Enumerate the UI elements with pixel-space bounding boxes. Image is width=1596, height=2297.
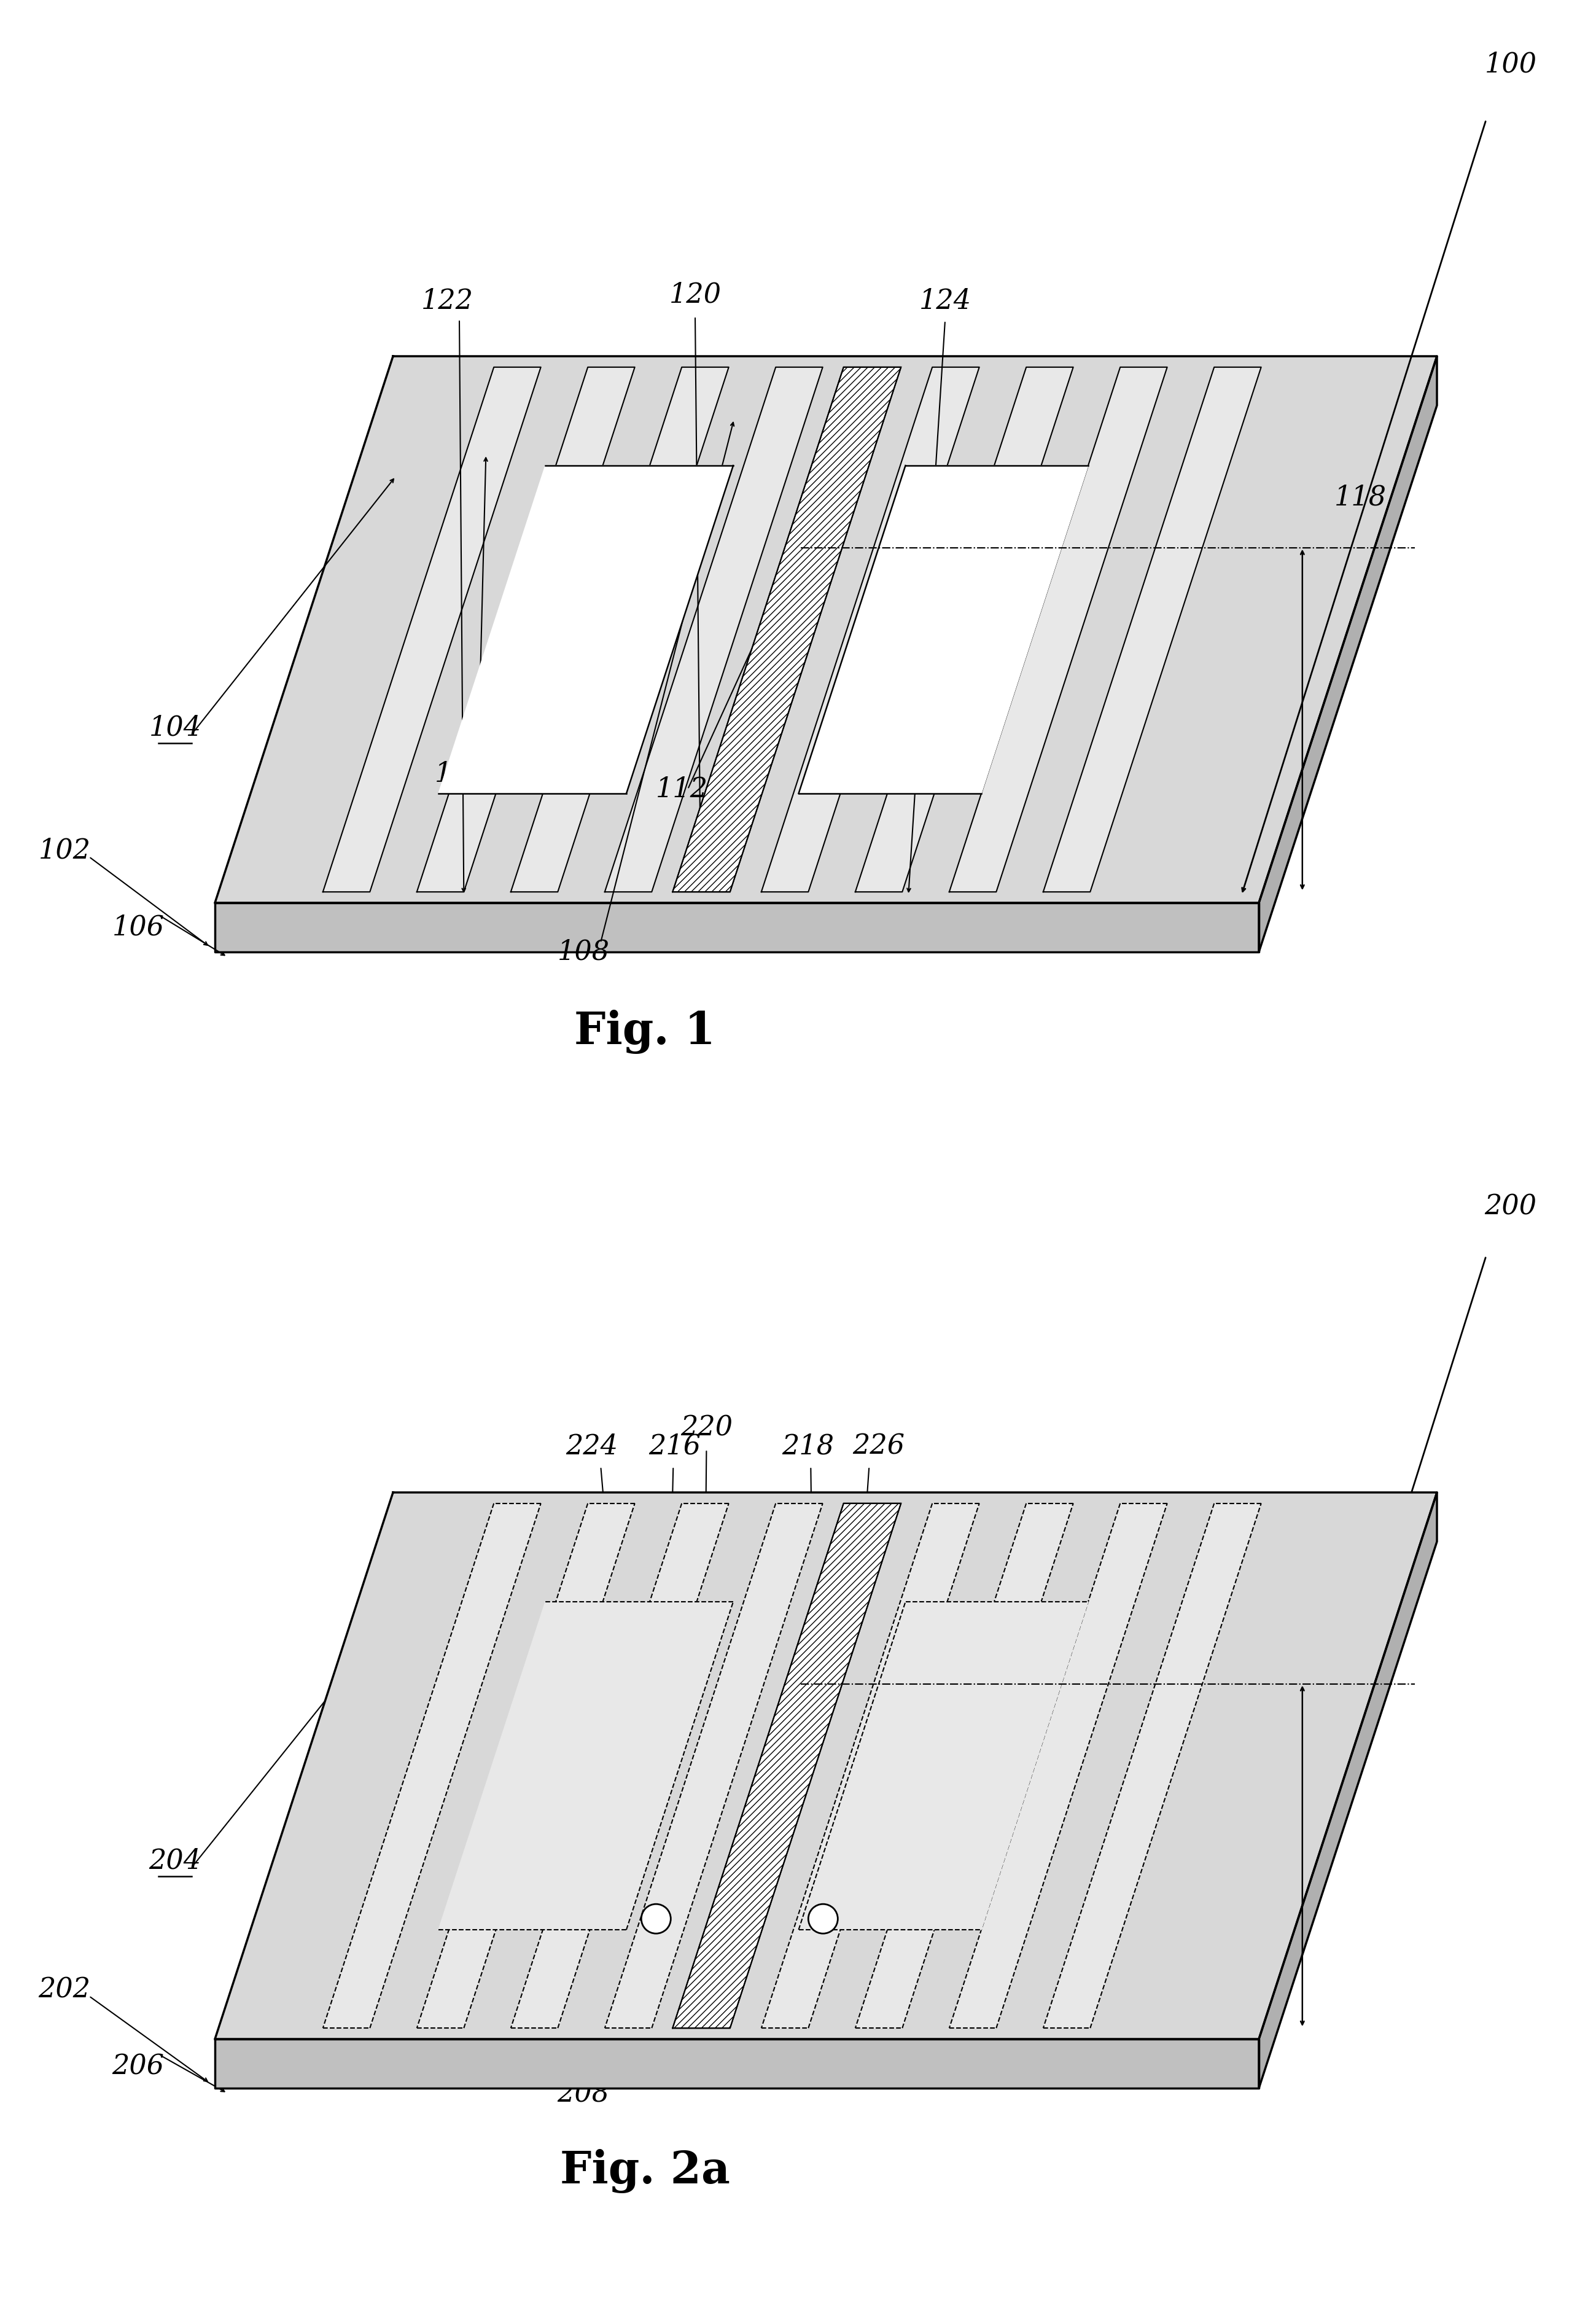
Polygon shape: [417, 368, 635, 891]
Polygon shape: [417, 1502, 635, 2028]
Text: 104: 104: [148, 714, 201, 742]
Text: 114: 114: [477, 689, 530, 717]
Text: 214: 214: [889, 1863, 942, 1890]
Polygon shape: [950, 1502, 1167, 2028]
Circle shape: [808, 1904, 838, 1934]
Polygon shape: [1259, 356, 1436, 951]
Polygon shape: [672, 368, 902, 891]
Polygon shape: [511, 1502, 729, 2028]
Polygon shape: [798, 1601, 1088, 1929]
Text: 212: 212: [477, 1835, 530, 1863]
Text: 116: 116: [889, 742, 942, 769]
Text: 204: 204: [148, 1847, 201, 1874]
Polygon shape: [439, 1601, 733, 1929]
Polygon shape: [215, 356, 1436, 903]
Polygon shape: [855, 1502, 1073, 2028]
Polygon shape: [322, 368, 541, 891]
Text: 206: 206: [112, 2054, 164, 2081]
Text: 210: 210: [434, 1874, 487, 1902]
Text: 226: 226: [852, 1433, 905, 1459]
Polygon shape: [1044, 368, 1261, 891]
Text: 122: 122: [421, 287, 472, 315]
Text: 224: 224: [565, 1433, 618, 1459]
Polygon shape: [511, 368, 729, 891]
Polygon shape: [798, 466, 1088, 792]
Polygon shape: [605, 368, 822, 891]
Circle shape: [642, 1904, 670, 1934]
Polygon shape: [215, 2040, 1259, 2088]
Text: 106: 106: [112, 914, 164, 942]
Text: Fig. 1: Fig. 1: [575, 1011, 715, 1054]
Polygon shape: [950, 368, 1167, 891]
Polygon shape: [855, 368, 1073, 891]
Polygon shape: [439, 466, 733, 792]
Text: 102: 102: [38, 838, 91, 864]
Polygon shape: [1044, 1502, 1261, 2028]
Polygon shape: [605, 1502, 822, 2028]
Polygon shape: [761, 368, 980, 891]
Text: 110: 110: [434, 760, 487, 788]
Text: 200: 200: [1484, 1194, 1537, 1220]
Text: 216: 216: [648, 1433, 701, 1459]
Text: 108: 108: [557, 939, 610, 965]
Text: 218: 218: [782, 1433, 833, 1459]
Text: 124: 124: [919, 287, 972, 315]
Polygon shape: [215, 1493, 1436, 2040]
Text: 222: 222: [1334, 1626, 1387, 1654]
Text: 220: 220: [680, 1415, 733, 1440]
Text: 118: 118: [1334, 485, 1387, 510]
Text: 112: 112: [656, 776, 707, 802]
Polygon shape: [672, 1502, 902, 2028]
Text: Fig. 2a: Fig. 2a: [560, 2150, 729, 2194]
Polygon shape: [322, 1502, 541, 2028]
Text: 100: 100: [1484, 51, 1537, 78]
Polygon shape: [1259, 1493, 1436, 2088]
Text: 202: 202: [38, 1978, 91, 2003]
Text: 208: 208: [557, 2081, 610, 2109]
Polygon shape: [761, 1502, 980, 2028]
Text: 120: 120: [669, 283, 721, 308]
Polygon shape: [215, 903, 1259, 951]
